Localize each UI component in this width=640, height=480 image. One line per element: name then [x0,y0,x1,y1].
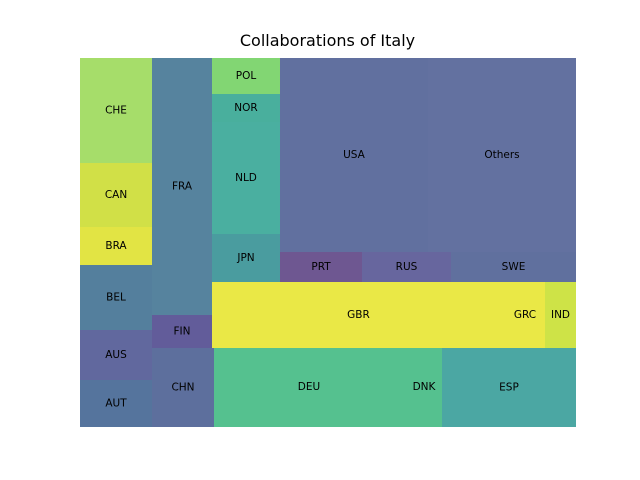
tile-others [428,58,576,252]
tile-nor [212,94,280,122]
tile-can [80,163,152,227]
tile-label-bel: BEL [106,292,126,304]
tile-label-can: CAN [105,189,127,201]
tile-deu [214,348,405,427]
tile-bra [80,227,152,265]
tile-rus [362,252,451,282]
tile-fra [152,58,212,315]
tile-aus [80,330,152,380]
tile-nld [212,122,280,234]
tile-grc [505,282,545,348]
tile-swe [451,252,576,282]
tile-pol [212,58,280,94]
tile-usa [280,58,428,252]
tile-label-fin: FIN [174,326,191,338]
chart-title: Collaborations of Italy [239,31,416,50]
tile-prt [280,252,362,282]
tile-esp [442,348,576,427]
tile-label-dnk: DNK [413,381,437,393]
tile-dnk [405,348,442,427]
tile-label-ind: IND [551,309,570,321]
tile-ind [545,282,576,348]
tile-bel [80,265,152,330]
tile-label-nld: NLD [235,172,257,184]
tile-gbr [212,282,505,348]
tile-label-nor: NOR [234,102,257,114]
tile-label-fra: FRA [172,181,193,193]
tile-fin [152,315,212,348]
tile-jpn [212,234,280,282]
tile-label-swe: SWE [502,261,526,273]
tile-label-esp: ESP [499,382,519,394]
tile-label-che: CHE [105,105,127,117]
tile-aut [80,380,152,427]
tile-label-deu: DEU [298,381,320,393]
tile-label-aus: AUS [105,349,127,361]
tile-label-usa: USA [343,149,366,161]
tile-label-aut: AUT [105,398,127,410]
tile-label-prt: PRT [311,261,331,273]
tile-label-others: Others [484,149,519,161]
tile-label-bra: BRA [105,240,127,252]
tile-label-chn: CHN [171,382,194,394]
tile-label-grc: GRC [514,309,536,321]
tile-chn [152,348,214,427]
tile-label-gbr: GBR [347,309,370,321]
tile-che [80,58,152,163]
tile-label-rus: RUS [396,261,418,273]
tile-label-jpn: JPN [236,252,254,264]
tile-label-pol: POL [236,70,257,82]
